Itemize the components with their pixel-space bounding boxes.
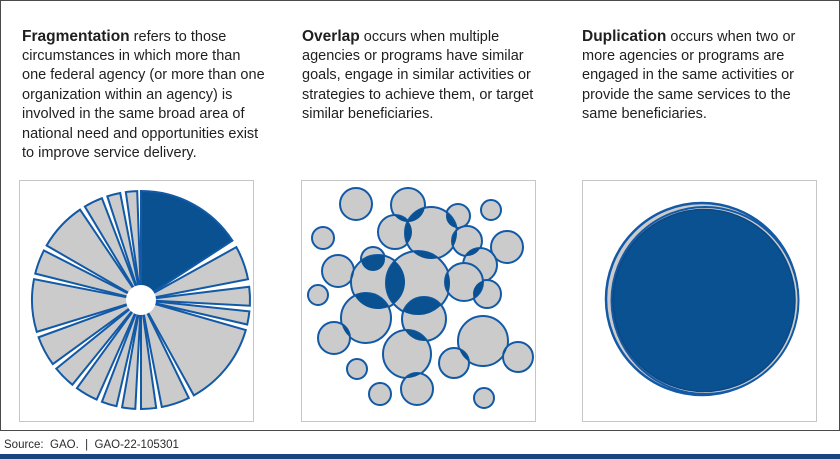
footer-bar bbox=[0, 454, 840, 459]
source-line: Source: GAO. | GAO-22-105301 bbox=[4, 439, 179, 451]
term-duplication: Duplication bbox=[582, 27, 667, 45]
term-overlap: Overlap bbox=[302, 27, 360, 45]
definition-fragmentation-text: refers to those circumstances in which m… bbox=[22, 28, 265, 161]
duplication-diagram-box bbox=[582, 180, 817, 422]
definition-overlap: Overlap occurs when multiple agencies or… bbox=[302, 27, 548, 125]
fragmentation-pie-icon bbox=[31, 189, 251, 411]
definition-fragmentation: Fragmentation refers to those circumstan… bbox=[22, 27, 268, 164]
definition-duplication-text: occurs when two or more agencies or prog… bbox=[582, 28, 796, 123]
overlap-bubbles-icon bbox=[307, 187, 534, 409]
definition-overlap-text: occurs when multiple agencies or program… bbox=[302, 28, 534, 123]
fragmentation-diagram-box bbox=[19, 180, 254, 422]
duplication-circles-icon bbox=[604, 201, 800, 397]
figure-frame: Fragmentation refers to those circumstan… bbox=[0, 0, 840, 431]
term-fragmentation: Fragmentation bbox=[22, 27, 130, 45]
definition-duplication: Duplication occurs when two or more agen… bbox=[582, 27, 828, 125]
overlap-diagram-box bbox=[301, 180, 536, 422]
